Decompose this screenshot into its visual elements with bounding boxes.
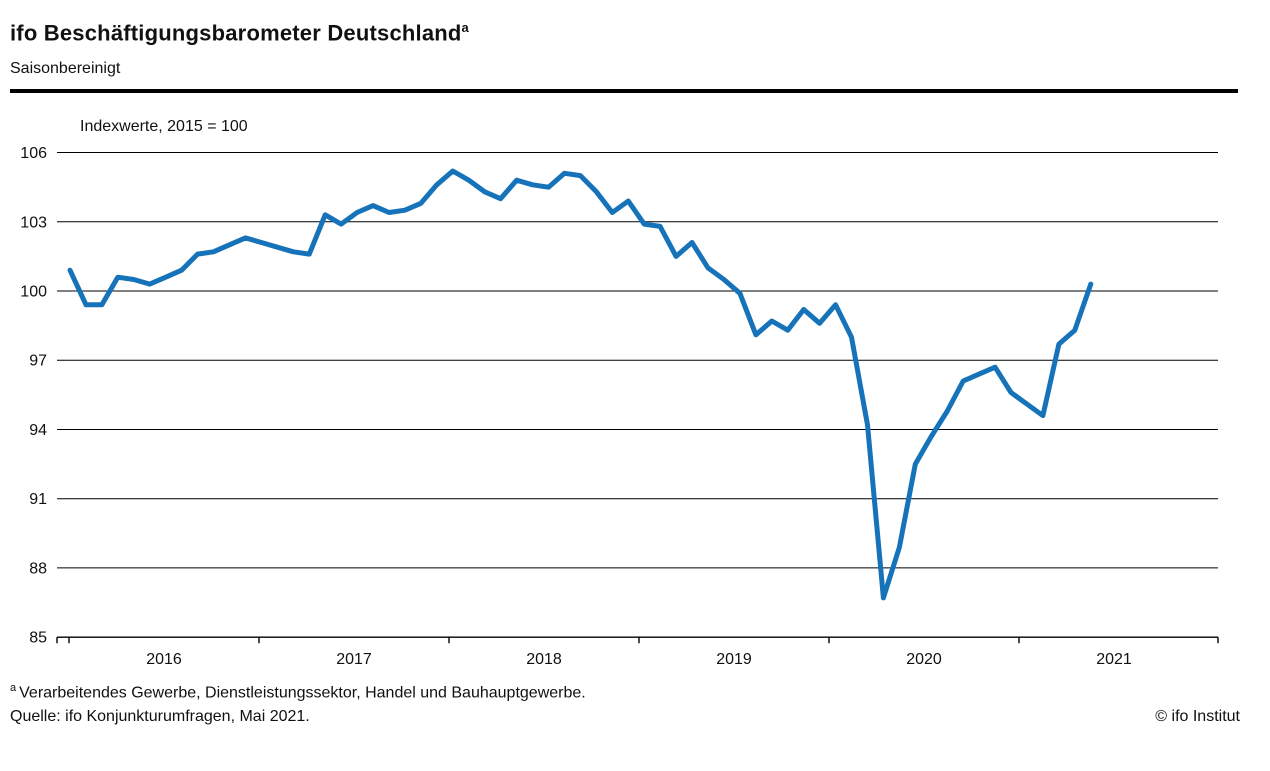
x-axis-label: 2020 [906,651,942,668]
x-axis-label: 2016 [146,651,182,668]
x-axis-label: 2019 [716,651,752,668]
source-line: Quelle: ifo Konjunkturumfragen, Mai 2021… [10,708,310,725]
data-line [67,168,1094,601]
chart-annotation: Indexwerte, 2015 = 100 [80,118,248,135]
x-axis-label: 2021 [1096,651,1132,668]
x-axis-label: 2017 [336,651,372,668]
copyright: © ifo Institut [1155,708,1240,725]
header-rule [10,89,1238,93]
footnote-text: Verarbeitendes Gewerbe, Dienstleistungss… [19,684,586,702]
y-axis-label: 85 [29,630,47,647]
title-footnote-marker: a [461,20,469,35]
y-axis-label: 106 [20,145,47,162]
y-axis-label: 100 [20,284,47,301]
y-axis-label: 97 [29,353,47,370]
y-axis-label: 88 [29,560,47,577]
page-subtitle: Saisonbereinigt [10,60,121,77]
page-title: ifo Beschäftigungsbarometer Deutschlanda [10,20,469,46]
y-axis-label: 94 [29,422,47,439]
y-axis-label: 103 [20,214,47,231]
y-axis-label: 91 [29,491,47,508]
x-axis-label: 2018 [526,651,562,668]
footnote: a Verarbeitendes Gewerbe, Dienstleistungs… [10,682,586,702]
footnote-marker: a [10,682,17,694]
page-title-text: ifo Beschäftigungsbarometer Deutschland [10,20,462,46]
